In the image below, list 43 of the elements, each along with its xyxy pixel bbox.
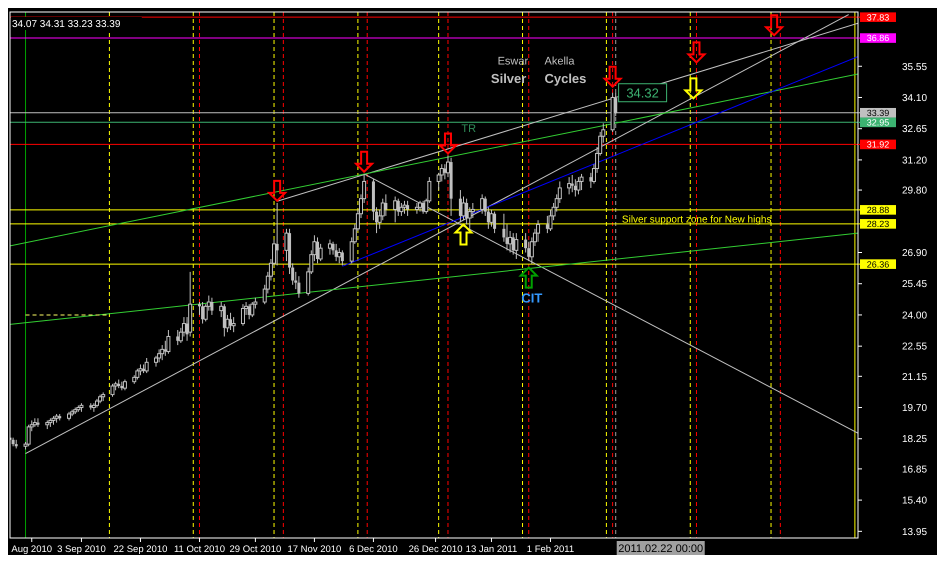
y-tick-label: 24.00 bbox=[902, 310, 928, 322]
y-tick-label: 15.40 bbox=[902, 496, 928, 507]
y-tick-label: 13.95 bbox=[902, 526, 928, 538]
annotation: TR bbox=[461, 122, 476, 135]
ref-line-label: 31.92 bbox=[866, 140, 890, 150]
x-tick-label: 6 Dec 2010 bbox=[349, 544, 398, 555]
x-tick-label: 1 Feb 2011 bbox=[526, 544, 574, 555]
y-tick-label: 35.55 bbox=[902, 62, 928, 73]
annotation: 34.32 bbox=[626, 85, 659, 100]
x-tick-label: 13 Jan 2011 bbox=[466, 544, 518, 555]
x-tick-label: 11 Oct 2010 bbox=[174, 544, 226, 555]
y-tick-label: 29.80 bbox=[902, 186, 928, 197]
annotation: CIT bbox=[521, 290, 542, 306]
ref-line-label: 26.36 bbox=[866, 259, 890, 270]
y-tick-label: 21.15 bbox=[902, 372, 928, 383]
ref-line-label: 28.88 bbox=[866, 205, 890, 216]
x-tick-label: 17 Nov 2010 bbox=[287, 544, 342, 555]
x-tick-label: 22 Sep 2010 bbox=[114, 544, 168, 555]
x-tick-label: Aug 2010 bbox=[11, 544, 52, 555]
x-tick-label: 3 Sep 2010 bbox=[57, 544, 106, 555]
y-tick-label: 19.70 bbox=[902, 403, 928, 414]
y-tick-label: 22.55 bbox=[902, 342, 928, 353]
ref-line-label: 2011.02.22 00:00 bbox=[618, 543, 704, 555]
annotation: Akella bbox=[544, 56, 576, 68]
y-tick-label: 34.10 bbox=[902, 92, 928, 104]
y-tick-label: 18.25 bbox=[902, 434, 928, 446]
x-tick-label: 29 Oct 2010 bbox=[230, 544, 282, 555]
annotation: Silver support zone for New highs bbox=[622, 214, 772, 226]
y-tick-label: 25.45 bbox=[902, 279, 928, 290]
y-tick-label: 16.85 bbox=[902, 464, 928, 476]
y-tick-label: 32.65 bbox=[902, 124, 928, 136]
y-tick-label: 26.90 bbox=[902, 248, 928, 259]
y-tick-label: 31.20 bbox=[902, 155, 928, 166]
annotation: Silver bbox=[490, 71, 526, 86]
ref-line-label: 36.86 bbox=[866, 33, 890, 44]
ref-line-label: 32.95 bbox=[866, 118, 890, 128]
annotation: Eswar bbox=[498, 56, 528, 68]
x-tick-label: 26 Dec 2010 bbox=[408, 544, 462, 555]
ref-line-label: 37.83 bbox=[866, 12, 890, 22]
annotation: 34.07 34.31 33.23 33.39 bbox=[12, 19, 121, 30]
ref-line-label: 28.23 bbox=[866, 219, 890, 230]
ref-line-label: 33.39 bbox=[866, 108, 890, 118]
annotation: Cycles bbox=[544, 71, 586, 86]
